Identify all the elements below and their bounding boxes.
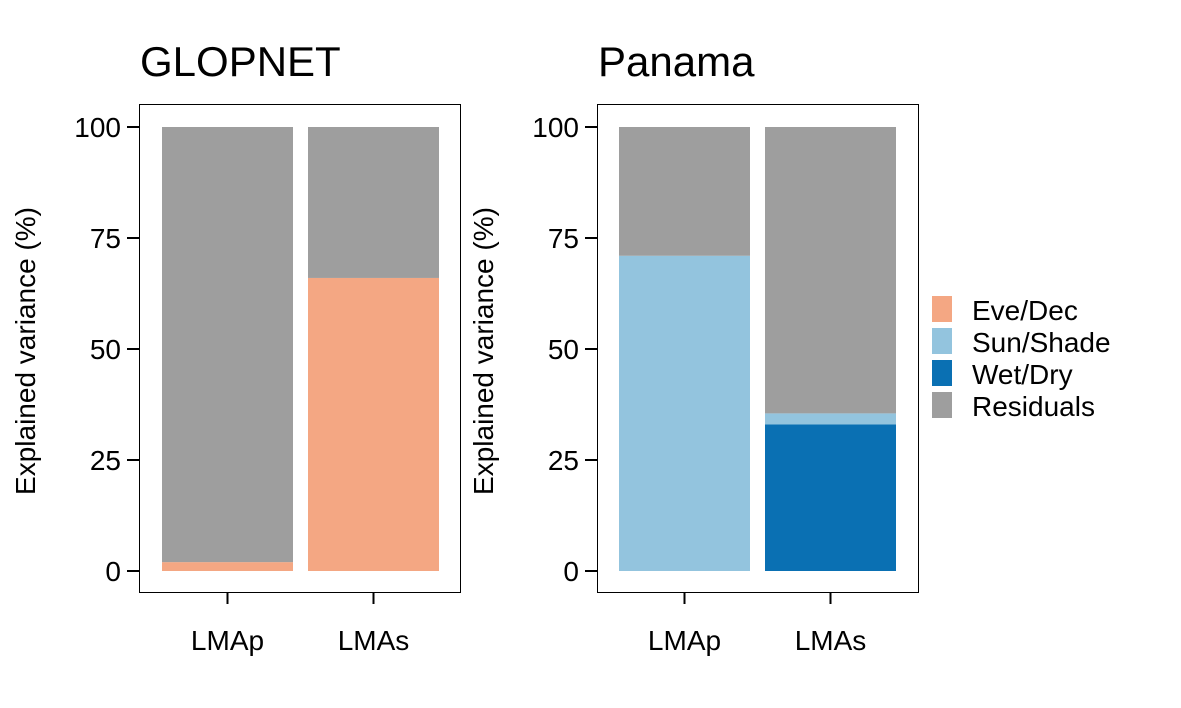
legend-swatch-residuals bbox=[932, 392, 952, 418]
panama-bar-lmas-wet-dry bbox=[765, 424, 896, 571]
panama-ytick-label-0: 0 bbox=[563, 556, 579, 587]
legend-swatch-sun-shade bbox=[932, 328, 952, 354]
glopnet-bar-lmap-eve-dec bbox=[162, 562, 293, 571]
legend-item-sun-shade: Sun/Shade bbox=[932, 327, 1111, 358]
legend-swatch-wet-dry bbox=[932, 360, 952, 386]
panama-bar-lmas-sun-shade bbox=[765, 413, 896, 425]
panama-y-axis-label: Explained variance (%) bbox=[468, 207, 499, 495]
legend-swatch-eve-dec bbox=[932, 296, 952, 322]
panama-bar-lmap-sun-shade bbox=[619, 255, 750, 571]
panama-ytick-label-100: 100 bbox=[532, 112, 579, 143]
panama-ytick-label-25: 25 bbox=[548, 445, 579, 476]
glopnet-ytick-label-100: 100 bbox=[74, 112, 121, 143]
legend-item-eve-dec: Eve/Dec bbox=[932, 295, 1078, 326]
panama-plot-frame bbox=[597, 104, 919, 593]
legend-item-residuals: Residuals bbox=[932, 391, 1095, 422]
glopnet-xtick-label-lmas: LMAs bbox=[338, 625, 410, 656]
legend-item-wet-dry: Wet/Dry bbox=[932, 359, 1073, 390]
glopnet-title: GLOPNET bbox=[140, 38, 341, 85]
glopnet-ytick-label-50: 50 bbox=[90, 334, 121, 365]
glopnet-ytick-label-75: 75 bbox=[90, 223, 121, 254]
legend-label-residuals: Residuals bbox=[972, 391, 1095, 422]
glopnet-ytick-label-0: 0 bbox=[105, 556, 121, 587]
glopnet-plot-frame bbox=[139, 104, 461, 593]
legend-label-eve-dec: Eve/Dec bbox=[972, 295, 1078, 326]
panama-xtick-label-lmas: LMAs bbox=[795, 625, 867, 656]
panama-bar-lmap-residuals bbox=[619, 127, 750, 256]
panama-bar-lmas-residuals bbox=[765, 127, 896, 414]
glopnet-bar-lmas-eve-dec bbox=[308, 277, 439, 571]
panama-ytick-label-50: 50 bbox=[548, 334, 579, 365]
panama-xtick-label-lmap: LMAp bbox=[648, 625, 721, 656]
chart-panels: GLOPNET 0 25 50 75 100 LMAp LMAs Explained varia… bbox=[10, 38, 919, 656]
glopnet-bar-lmap-residuals bbox=[162, 127, 293, 563]
glopnet-panel: GLOPNET 0 25 50 75 100 LMAp LMAs Explained varia… bbox=[10, 38, 461, 656]
glopnet-xtick-label-lmap: LMAp bbox=[191, 625, 264, 656]
legend-label-sun-shade: Sun/Shade bbox=[972, 327, 1111, 358]
legend-label-wet-dry: Wet/Dry bbox=[972, 359, 1073, 390]
panama-panel: Panama 0 25 50 75 100 LMAp LMAs Explained varian… bbox=[468, 38, 919, 656]
panama-title: Panama bbox=[598, 38, 755, 85]
panama-ytick-label-75: 75 bbox=[548, 223, 579, 254]
glopnet-bar-lmas-residuals bbox=[308, 127, 439, 278]
glopnet-y-axis-label: Explained variance (%) bbox=[10, 207, 41, 495]
glopnet-ytick-label-25: 25 bbox=[90, 445, 121, 476]
